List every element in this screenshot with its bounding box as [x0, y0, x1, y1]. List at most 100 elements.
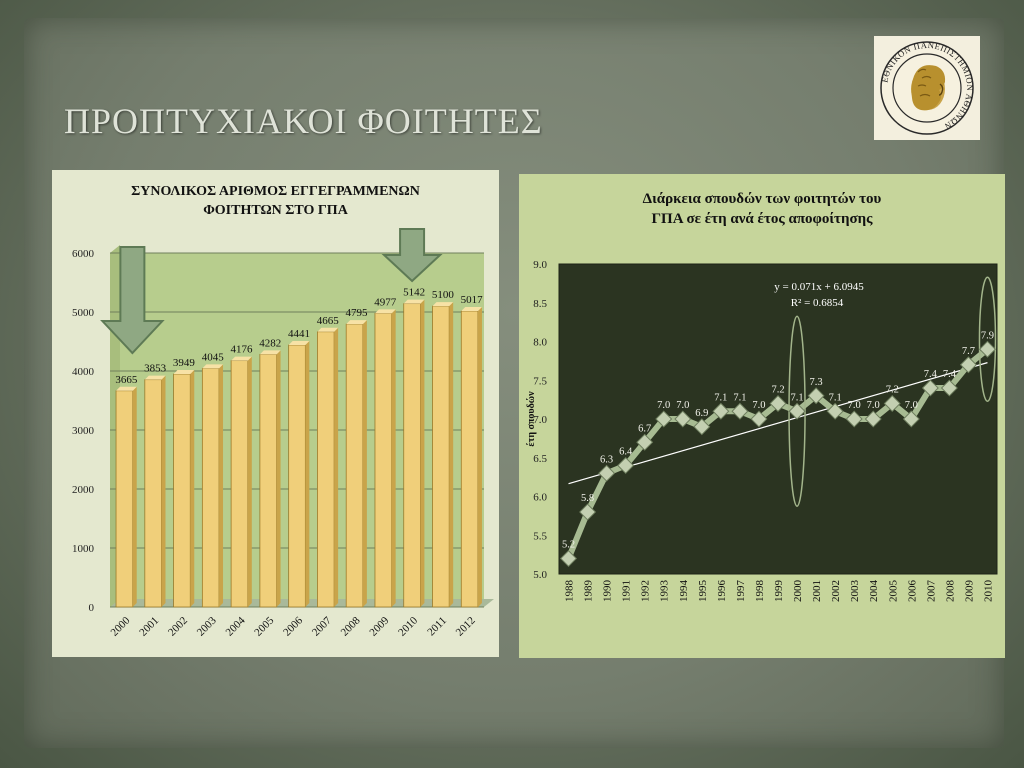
bar	[144, 379, 162, 608]
data-label: 4795	[346, 307, 369, 319]
x-tick-label: 1992	[640, 580, 652, 602]
bar-side	[276, 350, 281, 607]
trendline	[568, 362, 988, 485]
duration-chart-title-line-1: Διάρκεια σπουδών των φοιτητών του	[642, 191, 882, 207]
x-tick-label: 2006	[906, 580, 918, 603]
x-tick-label: 1995	[697, 580, 709, 603]
bar	[115, 390, 134, 608]
data-label: 6.4	[619, 447, 633, 458]
data-label: 3949	[173, 357, 196, 369]
data-label: 4665	[317, 315, 340, 327]
data-label: 7.7	[962, 346, 975, 357]
bar-top	[202, 364, 224, 369]
x-tick-label: 2002	[166, 615, 190, 639]
enrollment-bar-chart: ΣΥΝΟΛΙΚΟΣ ΑΡΙΘΜΟΣ ΕΓΓΕΓΡΑΜΜΕΝΩΝ ΦΟΙΤΗΤΩΝ…	[52, 170, 499, 657]
y-axis-label: έτη σπουδών	[526, 391, 537, 447]
data-label: 5017	[461, 294, 484, 306]
data-point	[788, 402, 806, 420]
y-tick-label: 7.0	[533, 414, 547, 426]
x-tick-label: 2004	[868, 580, 880, 603]
bar-side	[190, 370, 195, 607]
bar-top	[317, 327, 339, 332]
x-tick-label: 2005	[252, 614, 276, 638]
bar-top	[144, 375, 166, 380]
y-tick-label: 0	[89, 602, 95, 614]
trendline-equation: y = 0.071x + 6.0945	[774, 281, 864, 293]
bar-top	[346, 320, 367, 325]
x-tick-label: 2000	[792, 580, 804, 603]
data-label: 6.3	[600, 454, 613, 465]
bar-top	[259, 350, 281, 355]
data-label: 3665	[115, 374, 138, 386]
data-label: 4977	[374, 296, 397, 308]
data-point	[636, 433, 654, 451]
data-label: 7.0	[905, 400, 918, 411]
university-logo: ΕΘΝΙΚΟΝ ΠΑΝΕΠΙΣΤΗΜΙΟΝ ΑΘΗΝΩΝ	[874, 36, 980, 140]
data-label: 7.1	[829, 392, 842, 403]
bar-top	[231, 356, 252, 361]
data-point	[864, 410, 882, 428]
data-label: 7.4	[924, 369, 938, 380]
x-tick-label: 1994	[678, 580, 690, 603]
data-label: 5142	[403, 287, 425, 299]
bar-side	[420, 299, 425, 607]
bar-side	[477, 306, 482, 607]
enrollment-chart-svg: 0 1000 2000 3000 4000 5000 6000 3665 2000 3853 200…	[72, 228, 494, 639]
data-label: 7.0	[752, 400, 765, 411]
y-tick-label: 6.5	[533, 453, 547, 465]
data-point	[883, 395, 901, 412]
bar-top	[403, 299, 425, 304]
data-point	[598, 464, 616, 482]
duration-chart-title: Διάρκεια σπουδών των φοιτητών του ΓΠΑ σε…	[519, 189, 1005, 229]
enrollment-chart-title: ΣΥΝΟΛΙΚΟΣ ΑΡΙΘΜΟΣ ΕΓΓΕΓΡΑΜΜΕΝΩΝ ΦΟΙΤΗΤΩΝ…	[52, 182, 499, 220]
y-tick-label: 8.0	[533, 337, 547, 349]
bar-side	[305, 340, 310, 607]
data-label: 7.0	[676, 400, 689, 411]
y-tick-label: 6000	[72, 248, 95, 260]
x-tick-label: 1991	[621, 580, 633, 602]
bar	[201, 367, 220, 608]
data-point	[845, 410, 863, 428]
data-point	[921, 379, 939, 397]
bar-side	[219, 364, 224, 607]
bar	[259, 353, 277, 608]
x-tick-label: 2000	[108, 614, 132, 638]
x-tick-label: 1989	[583, 580, 595, 603]
bar	[432, 305, 450, 608]
y-tick-label: 6.0	[533, 492, 547, 504]
x-tick-label: 2002	[830, 580, 842, 602]
x-tick-label: 2010	[396, 614, 420, 638]
data-label: 4282	[259, 337, 281, 349]
y-tick-label: 7.5	[533, 375, 547, 387]
duration-chart-svg: 5.0 5.5 6.0 6.5 7.0 7.5 8.0 8.5 9.0 έτη σπουδών 5.…	[526, 259, 998, 603]
study-duration-line-chart: Διάρκεια σπουδών των φοιτητών του ΓΠΑ σε…	[519, 174, 1005, 658]
data-label: 7.1	[790, 392, 803, 403]
x-tick-label: 2012	[454, 615, 478, 639]
x-tick-label: 2003	[195, 614, 219, 638]
bar-top	[288, 340, 310, 345]
data-label: 4045	[202, 351, 225, 363]
data-label: 7.1	[714, 392, 727, 403]
x-tick-label: 2009	[367, 614, 391, 638]
x-tick-label: 2004	[224, 614, 248, 638]
bar-top	[173, 370, 195, 375]
bar	[230, 360, 249, 608]
data-point	[655, 410, 673, 428]
data-point	[807, 387, 825, 405]
bar-side	[161, 375, 166, 607]
enrollment-chart-title-line-1: ΣΥΝΟΛΙΚΟΣ ΑΡΙΘΜΟΣ ΕΓΓΕΓΡΑΜΜΕΝΩΝ	[131, 184, 420, 199]
data-label: 7.4	[943, 369, 957, 380]
y-tick-label: 1000	[72, 543, 95, 555]
data-point	[731, 402, 749, 420]
data-label: 6.9	[695, 408, 708, 419]
y-tick-label: 9.0	[533, 259, 547, 271]
data-point	[769, 395, 787, 412]
data-point	[617, 457, 635, 474]
data-label: 5.8	[581, 493, 594, 504]
data-label: 4441	[288, 328, 310, 340]
bar-side	[334, 327, 339, 607]
data-label: 7.9	[981, 330, 994, 341]
duration-chart-title-line-2: ΓΠΑ σε έτη ανά έτος αποφοίτησης	[651, 211, 873, 227]
bar-top	[116, 386, 137, 391]
